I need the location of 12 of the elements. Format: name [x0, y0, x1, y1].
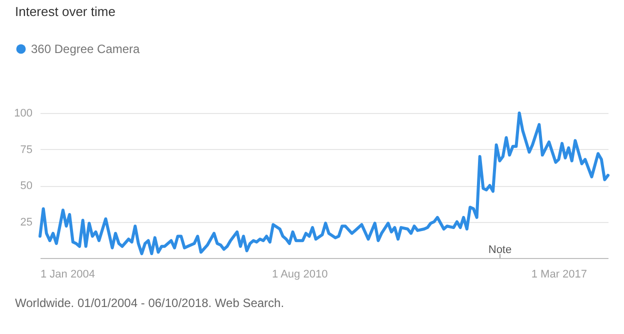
- annotation: Note: [488, 244, 512, 256]
- x-tick-label: 1 Jan 2004: [40, 268, 95, 280]
- x-tick-label: 1 Mar 2017: [531, 268, 588, 280]
- y-tick-label: 50: [20, 180, 32, 192]
- x-tick-label: 1 Aug 2010: [272, 268, 328, 280]
- legend-label: 360 Degree Camera: [31, 42, 140, 56]
- y-tick-label: 75: [20, 144, 32, 156]
- y-tick-label: 25: [20, 216, 32, 228]
- text: Worldwide. 01/01/2004 - 06/10/2018. Web Search.: [15, 296, 284, 310]
- chart-title: Interest over time: [15, 4, 116, 19]
- line-series: [38, 112, 610, 256]
- y-tick-label: 100: [14, 108, 32, 120]
